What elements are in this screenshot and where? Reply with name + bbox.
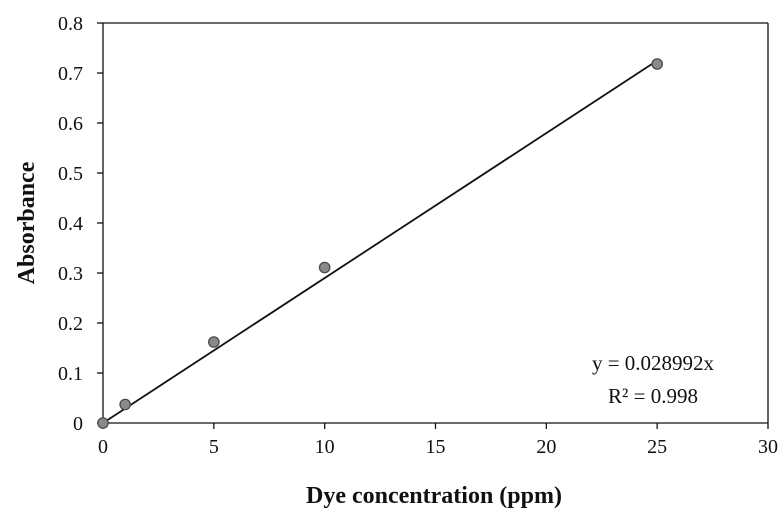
- x-tick-label: 15: [426, 436, 446, 458]
- x-axis-title: Dye concentration (ppm): [306, 483, 562, 509]
- y-tick-label: 0.1: [58, 363, 83, 385]
- data-point: [208, 336, 220, 348]
- trendline: [102, 59, 658, 424]
- data-point: [97, 417, 109, 429]
- y-axis-title: Absorbance: [14, 161, 40, 284]
- y-tick-label: 0.3: [58, 263, 83, 285]
- data-point: [119, 398, 131, 411]
- equation-annotation: y = 0.028992x: [592, 351, 715, 375]
- y-tick-label: 0.8: [58, 13, 83, 35]
- ticks: 0 5 10 15 20 25 30 0 0.1 0.2 0.3 0.4 0.5 0.6 0.7 0.8: [58, 13, 778, 458]
- y-tick-label: 0.4: [58, 213, 83, 235]
- data-point: [318, 261, 331, 274]
- y-tick-label: 0.6: [58, 113, 83, 135]
- y-tick-label: 0.2: [58, 313, 83, 335]
- x-tick-label: 30: [758, 436, 778, 458]
- y-tick-label: 0: [73, 413, 83, 435]
- data-point: [651, 58, 663, 70]
- x-tick-label: 20: [536, 436, 556, 458]
- r-squared-annotation: R² = 0.998: [608, 384, 698, 408]
- data-points: [97, 58, 663, 429]
- y-tick-label: 0.5: [58, 163, 83, 185]
- x-tick-label: 0: [98, 436, 108, 458]
- x-tick-label: 5: [209, 436, 219, 458]
- trendline-layer: [102, 59, 658, 424]
- x-tick-label: 25: [647, 436, 667, 458]
- y-tick-label: 0.7: [58, 63, 83, 85]
- x-tick-label: 10: [315, 436, 335, 458]
